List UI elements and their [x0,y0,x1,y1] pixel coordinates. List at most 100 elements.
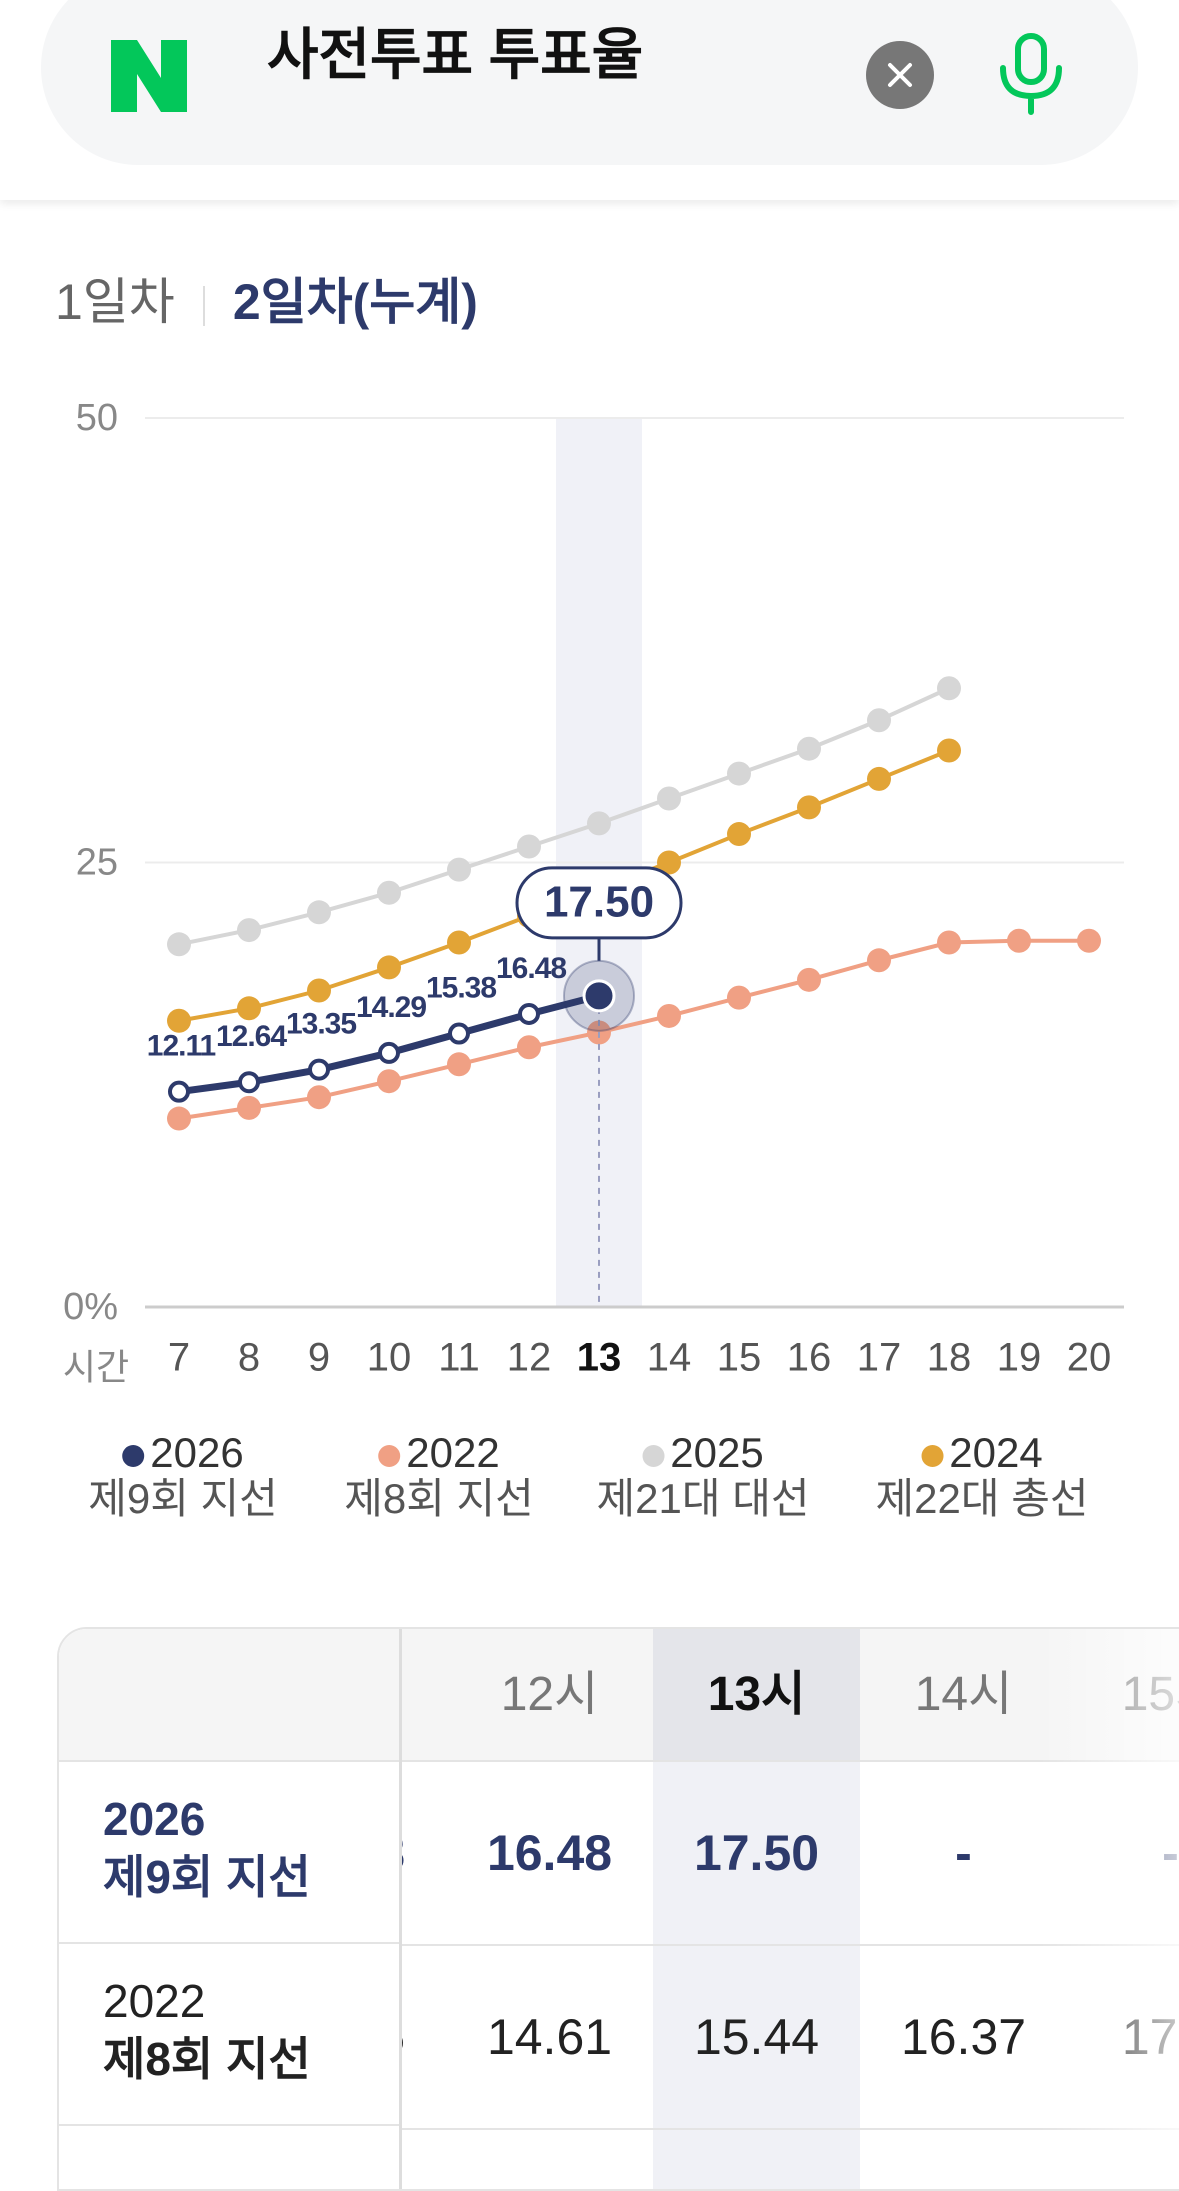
y-tick-label: 25 [76,842,118,884]
point [448,1022,470,1045]
x-axis-label: 시간 [63,1347,129,1388]
point [937,930,961,955]
point [167,1008,191,1033]
legend-year: 2026 [150,1429,244,1476]
day-tabs: 1일차 2일차(누계) [55,262,478,334]
legend-item: 2026 제9회 지선 [88,1430,278,1522]
point [727,761,751,786]
naver-logo[interactable] [111,40,187,112]
tab-separator [202,285,205,326]
point [447,857,471,882]
legend-subname: 제9회 지선 [88,1475,278,1522]
legend-subname: 제8회 지선 [344,1475,534,1522]
x-tick-label: 10 [367,1336,412,1380]
point [518,1002,540,1025]
row-label: 2026 제9회 지선 [59,1762,399,1944]
data-table: 11시15.3813.6512시16.4814.6113시17.5015.441… [57,1627,1179,2191]
point [867,948,891,973]
table-cell: 16.37 [860,1946,1067,2130]
search-bar[interactable]: 사전투표 투표율 [41,0,1138,165]
point [937,738,961,763]
legend-year: 2022 [406,1429,500,1476]
legend-item: 2022 제8회 지선 [344,1430,534,1522]
legend-name: 2026 [88,1430,278,1476]
legend-name: 2022 [344,1430,534,1476]
chart: 0% 25 50 시간 7 8 9 10 11 12 13 14 15 16 17 18 19 20 12.11 12… [63,397,1124,1388]
legend-name: 2025 [597,1430,810,1476]
x-tick-label: 11 [438,1336,480,1380]
point [377,880,401,905]
point [517,834,541,859]
point [308,1058,330,1081]
point [797,795,821,820]
value-label: 12.64 [216,1020,287,1053]
point [727,985,751,1010]
legend-dot [378,1444,401,1467]
point [447,930,471,955]
value-label: 16.48 [496,952,566,985]
row-name: 제8회 지선 [103,2033,311,2085]
legend-dot [642,1444,665,1467]
point [378,1041,400,1064]
point [237,1095,261,1120]
point [307,978,331,1003]
callout-box [515,866,683,940]
table-cell: 17.50 [653,1762,860,1946]
x-tick-label: 20 [1067,1336,1112,1380]
point [377,955,401,980]
point [168,1080,190,1103]
x-tick-label: 15 [717,1336,762,1380]
x-tick-label: 19 [997,1336,1042,1380]
point [1007,928,1031,953]
tab[interactable]: 1일차 [55,274,175,330]
point [727,822,751,847]
legend-year: 2024 [949,1429,1043,1476]
legend-dot [921,1444,944,1467]
point [307,1085,331,1110]
y-tick-label: 50 [76,397,118,439]
x-tick-label: 9 [308,1336,330,1380]
column-header: 13시 [653,1629,860,1762]
value-label: 15.38 [426,971,496,1004]
row-year: 2022 [103,1975,206,2027]
x-tick-label: 13 [577,1336,622,1380]
x-tick-label: 18 [927,1336,972,1380]
column-header: 12시 [446,1629,653,1762]
search-query[interactable]: 사전투표 투표율 [267,23,644,86]
x-tick-label: 14 [647,1336,692,1380]
x-tick-label: 17 [857,1336,902,1380]
callout-label: 17.50 [544,877,654,926]
value-label: 13.35 [286,1008,356,1041]
point [587,811,611,836]
point [937,676,961,701]
row-label: 2022 제8회 지선 [59,1944,399,2126]
point [377,1069,401,1094]
legend-item: 2024 제22대 총선 [876,1430,1089,1522]
scroll-fade [1039,1629,1179,2189]
x-tick-label: 7 [168,1336,190,1380]
voice-button[interactable] [991,32,1071,118]
legend-subname: 제22대 총선 [875,1475,1089,1522]
point [167,1106,191,1131]
point [867,708,891,733]
point [657,786,681,811]
point [238,1071,260,1094]
point [307,900,331,925]
point [867,766,891,791]
legend-subname: 제21대 대선 [596,1475,810,1522]
table-column: 12시 16.48 14.61 [446,1629,653,2189]
point [447,1052,471,1077]
value-label: 12.11 [147,1030,216,1063]
x-tick-label: 12 [507,1336,552,1380]
table-column: 14시 -16.37 [860,1629,1067,2189]
series-line [178,686,950,947]
clear-button[interactable] [865,40,935,110]
point [657,1003,681,1028]
column-header: 14시 [860,1629,1067,1762]
point [582,979,616,1013]
x-tick-label: 16 [787,1336,832,1380]
row-labels: 2026 제9회 지선 2022 제8회 지선 [59,1629,402,2189]
tab-active[interactable]: 2일차(누계) [232,274,478,330]
table-column: 13시 17.50 15.44 [653,1629,860,2189]
